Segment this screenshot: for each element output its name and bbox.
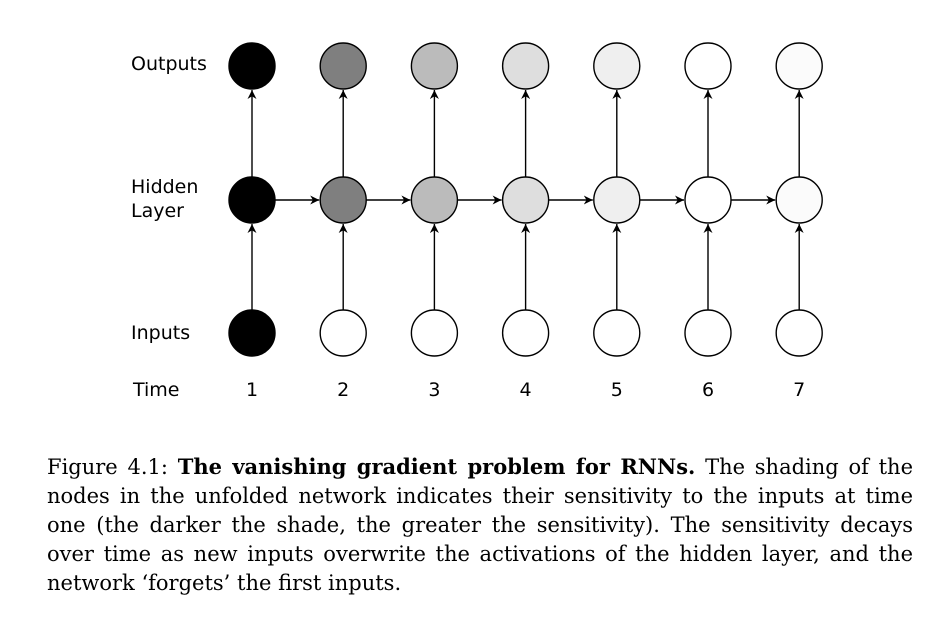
output-node-7 bbox=[775, 42, 823, 90]
output-node-3 bbox=[410, 42, 459, 90]
output-node-2 bbox=[319, 42, 367, 90]
hidden-node-1 bbox=[228, 176, 276, 224]
hidden-node-7 bbox=[775, 176, 823, 224]
output-node-4 bbox=[501, 42, 550, 90]
output-node-5 bbox=[593, 42, 641, 90]
figure-caption: Figure 4.1: The vanishing gradient probl… bbox=[47, 452, 913, 598]
time-step-5: 5 bbox=[611, 379, 623, 401]
nodes bbox=[228, 42, 823, 357]
time-step-4: 4 bbox=[520, 379, 532, 401]
hidden-label-line1: Hidden bbox=[131, 176, 198, 198]
input-node-7 bbox=[775, 309, 823, 357]
hidden-node-3 bbox=[410, 176, 459, 224]
hidden-node-4 bbox=[501, 176, 550, 224]
output-node-6 bbox=[684, 42, 732, 90]
time-step-6: 6 bbox=[702, 379, 714, 401]
caption-title: The vanishing gradient problem for RNNs. bbox=[177, 454, 696, 479]
time-step-labels: 1 2 3 4 5 6 7 bbox=[246, 379, 805, 401]
input-node-2 bbox=[319, 309, 367, 357]
input-node-6 bbox=[684, 309, 732, 357]
rnn-unfolded-diagram: Outputs Hidden Layer Inputs Time 1 2 3 4 5 6 7 bbox=[131, 42, 823, 401]
edges bbox=[247, 90, 804, 310]
time-step-3: 3 bbox=[428, 379, 440, 401]
time-label: Time bbox=[132, 379, 180, 401]
input-node-1 bbox=[228, 309, 276, 357]
hidden-node-2 bbox=[319, 176, 367, 224]
time-step-1: 1 bbox=[246, 379, 258, 401]
hidden-node-6 bbox=[684, 176, 732, 224]
time-step-2: 2 bbox=[337, 379, 349, 401]
input-node-4 bbox=[501, 309, 550, 357]
caption-body: The shading of the nodes in the unfolded… bbox=[47, 455, 914, 595]
output-node-1 bbox=[228, 42, 276, 90]
time-step-7: 7 bbox=[793, 379, 805, 401]
input-node-3 bbox=[410, 309, 459, 357]
hidden-node-5 bbox=[593, 176, 641, 224]
input-node-5 bbox=[593, 309, 641, 357]
inputs-label: Inputs bbox=[131, 322, 190, 344]
caption-prefix: Figure 4.1: bbox=[47, 455, 178, 479]
hidden-label-line2: Layer bbox=[131, 200, 184, 222]
outputs-label: Outputs bbox=[131, 53, 207, 75]
